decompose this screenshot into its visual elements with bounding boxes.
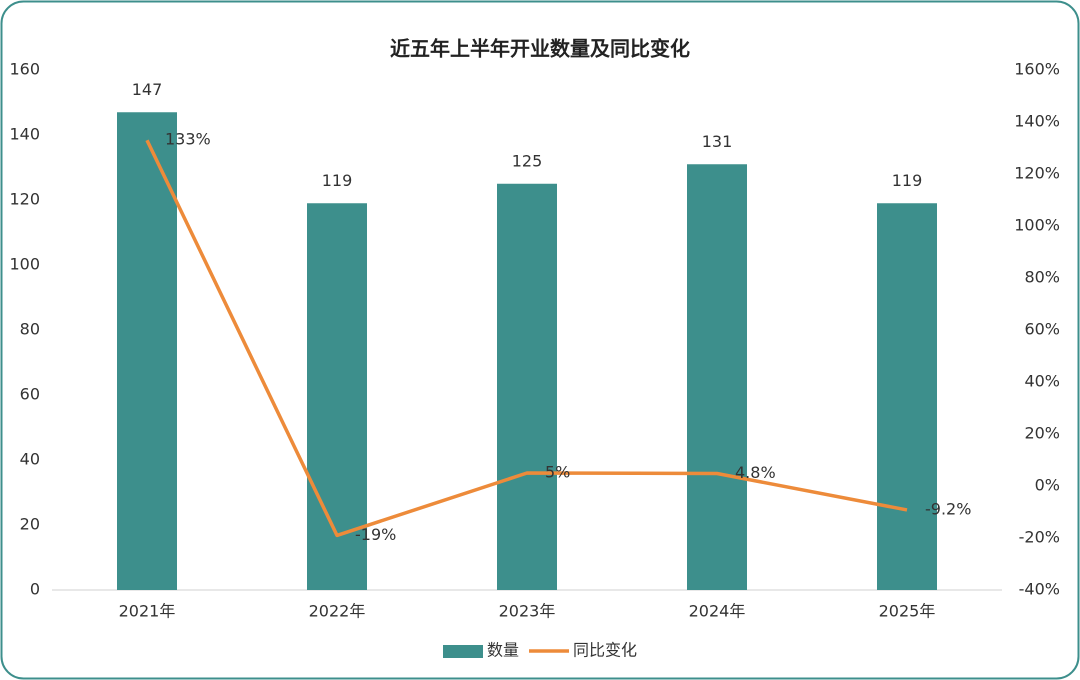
x-tick-label: 2021年	[119, 602, 176, 621]
x-tick-label: 2022年	[309, 602, 366, 621]
y-tick-label: 80	[20, 320, 40, 339]
y2-tick-label: 20%	[1024, 424, 1060, 443]
chart-title: 近五年上半年开业数量及同比变化	[390, 37, 690, 61]
legend-label: 数量	[487, 641, 519, 660]
y2-tick-label: 140%	[1014, 112, 1060, 131]
y2-tick-label: 160%	[1014, 60, 1060, 79]
y-tick-label: 140	[9, 125, 40, 144]
bar-value-label: 131	[702, 132, 733, 151]
y-tick-label: 0	[30, 580, 40, 599]
bar	[307, 203, 367, 590]
line-value-label: -19%	[355, 525, 396, 544]
y2-tick-label: 100%	[1014, 216, 1060, 235]
y2-tick-label: -40%	[1019, 580, 1060, 599]
line-value-label: 5%	[545, 463, 570, 482]
legend-label: 同比变化	[573, 641, 637, 660]
y-tick-label: 40	[20, 450, 40, 469]
line-value-label: -9.2%	[925, 499, 971, 518]
x-tick-label: 2023年	[499, 602, 556, 621]
y2-tick-label: 120%	[1014, 164, 1060, 183]
y2-tick-label: 0%	[1035, 476, 1060, 495]
legend-swatch	[443, 645, 483, 658]
bar-value-label: 125	[512, 151, 543, 170]
line	[145, 139, 908, 538]
bar	[877, 203, 937, 590]
y-tick-label: 100	[9, 255, 40, 274]
y-tick-label: 120	[9, 190, 40, 209]
bar-value-label: 147	[132, 80, 163, 99]
bar	[497, 183, 557, 590]
y-tick-label: 60	[20, 385, 40, 404]
y2-tick-label: 80%	[1024, 268, 1060, 287]
line-value-label: 133%	[165, 130, 211, 149]
y2-tick-label: 40%	[1024, 372, 1060, 391]
line-value-label: 4.8%	[735, 463, 776, 482]
y2-tick-label: -20%	[1019, 528, 1060, 547]
x-tick-label: 2024年	[689, 602, 746, 621]
x-tick-label: 2025年	[879, 602, 936, 621]
bar-value-label: 119	[892, 171, 923, 190]
bar	[687, 164, 747, 590]
y2-tick-label: 60%	[1024, 320, 1060, 339]
bar	[117, 112, 177, 590]
y-tick-label: 20	[20, 515, 40, 534]
y-tick-label: 160	[9, 60, 40, 79]
bar-value-label: 119	[322, 171, 353, 190]
